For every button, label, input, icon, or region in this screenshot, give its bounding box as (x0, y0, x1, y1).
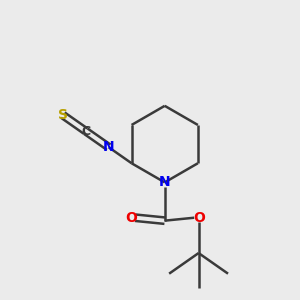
Text: N: N (103, 140, 115, 154)
Text: S: S (58, 108, 68, 122)
Text: O: O (193, 211, 205, 225)
Text: N: N (159, 176, 170, 189)
Text: C: C (81, 125, 90, 138)
Text: O: O (125, 211, 137, 225)
